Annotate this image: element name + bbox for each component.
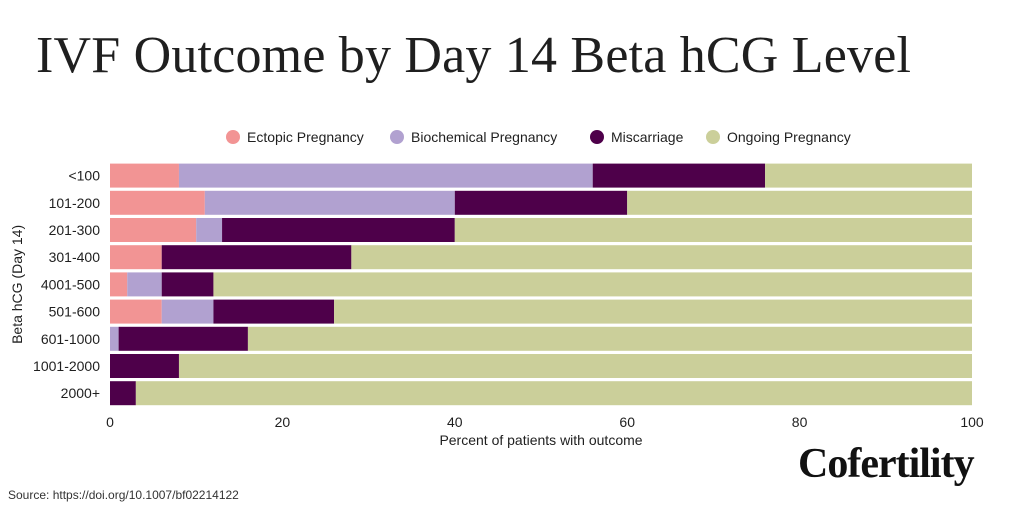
- y-tick-label: 101-200: [49, 195, 101, 211]
- bar-segment: [204, 190, 455, 215]
- bar-segment: [334, 299, 972, 324]
- legend-swatch: [390, 130, 404, 144]
- y-tick-label: 4001-500: [41, 276, 100, 292]
- bar-segment: [222, 218, 455, 242]
- stacked-bar-chart: <100 101-200 201-300 301-400 4001-500 501-600…: [9, 163, 984, 448]
- bar-segment: [454, 190, 628, 215]
- y-tick-label: <100: [68, 168, 100, 184]
- source-citation: Source: https://doi.org/10.1007/bf022141…: [8, 488, 239, 502]
- y-tick-label: 301-400: [49, 249, 101, 265]
- bar-segment: [196, 218, 223, 242]
- x-tick-label: 40: [447, 414, 463, 430]
- bar-segment: [110, 245, 162, 270]
- bar-segment: [110, 272, 128, 297]
- bar-segment: [135, 381, 973, 406]
- bar-segment: [161, 272, 214, 297]
- legend-label: Miscarriage: [611, 129, 684, 145]
- legend-item: Biochemical Pregnancy: [390, 126, 557, 148]
- chart-legend: Ectopic Pregnancy Biochemical Pregnancy Mi…: [0, 126, 1024, 148]
- bar-segment: [110, 190, 205, 215]
- legend-swatch: [226, 130, 240, 144]
- bar-segment: [110, 381, 136, 406]
- x-tick-label: 100: [960, 414, 984, 430]
- bar-segment: [127, 272, 162, 297]
- legend-label: Ectopic Pregnancy: [247, 129, 364, 145]
- brand-logo: Cofertility: [798, 441, 975, 487]
- y-tick-label: 1001-2000: [33, 358, 100, 374]
- bar-segment: [351, 245, 972, 270]
- x-tick-label: 20: [275, 414, 291, 430]
- x-axis-label: Percent of patients with outcome: [439, 432, 642, 448]
- legend-swatch: [706, 130, 720, 144]
- legend-item: Ectopic Pregnancy: [226, 126, 364, 148]
- legend-item: Miscarriage: [590, 126, 683, 148]
- x-tick-label: 60: [619, 414, 635, 430]
- legend-swatch: [590, 130, 604, 144]
- y-axis-label: Beta hCG (Day 14): [9, 225, 25, 344]
- bar-segment: [110, 354, 179, 378]
- bar-segment: [110, 163, 179, 188]
- x-tick-label: 0: [106, 414, 114, 430]
- legend-item: Ongoing Pregnancy: [706, 126, 851, 148]
- bar-segment: [213, 299, 335, 324]
- bar-segment: [178, 163, 593, 188]
- bar-segment: [118, 326, 248, 351]
- bar-segment: [454, 218, 972, 242]
- legend-label: Ongoing Pregnancy: [727, 129, 851, 145]
- bar-segment: [110, 299, 162, 324]
- bar-segment: [110, 218, 197, 242]
- bar-segment: [765, 163, 972, 188]
- bar-segment: [592, 163, 766, 188]
- bar-segment: [247, 326, 973, 351]
- chart-title: IVF Outcome by Day 14 Beta hCG Level: [36, 27, 912, 84]
- bar-segment: [213, 272, 972, 297]
- bar-segment: [178, 354, 972, 378]
- y-tick-label: 601-1000: [41, 331, 100, 347]
- y-tick-label: 501-600: [49, 304, 101, 320]
- bar-segment: [110, 326, 119, 351]
- bar-segment: [627, 190, 972, 215]
- legend-label: Biochemical Pregnancy: [411, 129, 558, 145]
- bar-segment: [161, 299, 214, 324]
- y-tick-label: 201-300: [49, 222, 101, 238]
- y-tick-label: 2000+: [61, 385, 100, 401]
- x-tick-label: 80: [792, 414, 808, 430]
- bar-segment: [161, 245, 352, 270]
